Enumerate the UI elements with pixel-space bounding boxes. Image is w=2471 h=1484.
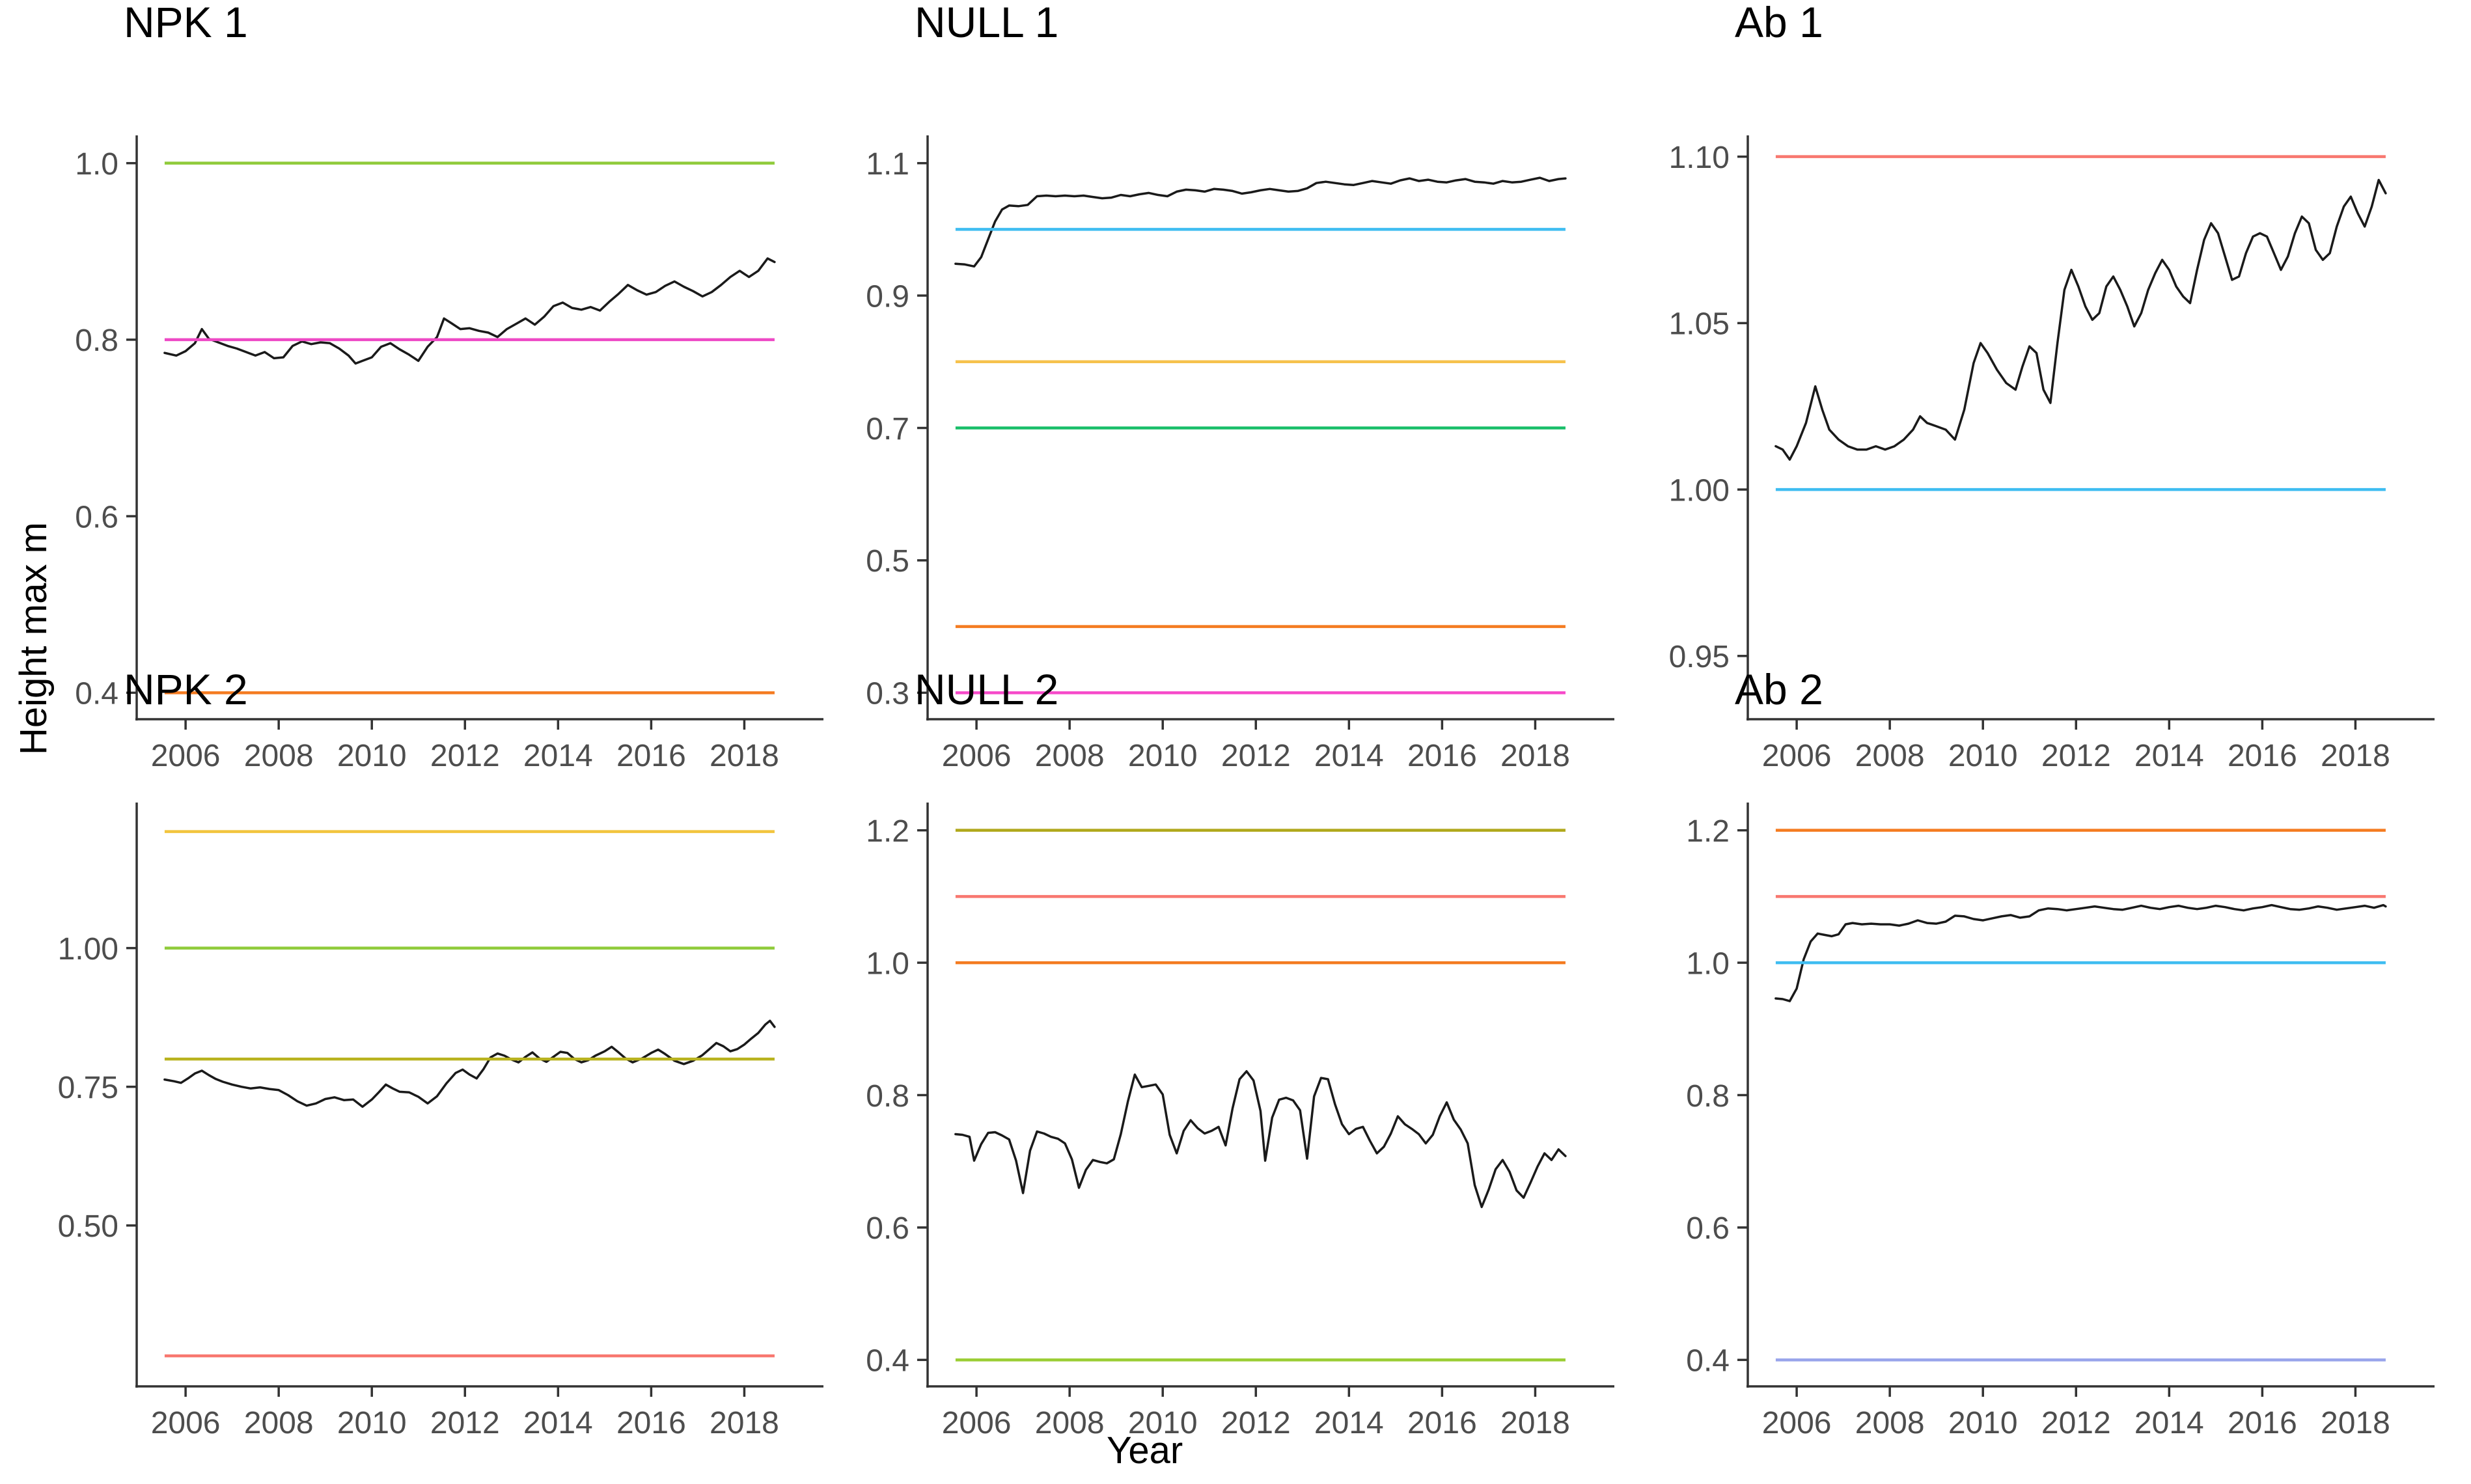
svg-text:0.6: 0.6 <box>866 1211 909 1246</box>
svg-text:1.2: 1.2 <box>1686 814 1730 849</box>
null-2-plot: 0.4 0.6 0.8 1.0 1.2 2006 2008 2010 2012 2014 2016 2… <box>866 803 1614 1440</box>
svg-text:2006: 2006 <box>942 739 1012 773</box>
svg-text:2010: 2010 <box>1948 1406 2018 1440</box>
x-axis-title: Year <box>1107 1429 1183 1472</box>
svg-text:2008: 2008 <box>1035 1406 1105 1440</box>
svg-text:2018: 2018 <box>2321 739 2390 773</box>
svg-text:2006: 2006 <box>1762 739 1832 773</box>
svg-text:0.6: 0.6 <box>75 500 118 534</box>
svg-text:0.8: 0.8 <box>866 1079 909 1114</box>
svg-text:2016: 2016 <box>616 1406 686 1440</box>
svg-text:0.4: 0.4 <box>1686 1344 1730 1379</box>
svg-text:0.95: 0.95 <box>1669 640 1730 674</box>
svg-text:2016: 2016 <box>2228 739 2297 773</box>
ab-2-plot: 0.4 0.6 0.8 1.0 1.2 2006 2008 2010 2012 2014 2016 2… <box>1686 803 2435 1440</box>
svg-text:2016: 2016 <box>1407 1406 1477 1440</box>
svg-text:0.7: 0.7 <box>866 412 909 447</box>
svg-text:2014: 2014 <box>1314 739 1384 773</box>
svg-text:2018: 2018 <box>2321 1406 2390 1440</box>
svg-text:2006: 2006 <box>151 739 221 773</box>
svg-text:1.1: 1.1 <box>866 147 909 182</box>
svg-text:2018: 2018 <box>1500 739 1570 773</box>
svg-text:2008: 2008 <box>244 1406 314 1440</box>
panel-npk-1: NPK 1 0.4 0.6 0.8 1.0 2006 2008 2010 2012 2014 20… <box>7 0 846 807</box>
svg-text:1.05: 1.05 <box>1669 307 1730 342</box>
svg-text:1.2: 1.2 <box>866 814 909 849</box>
svg-text:1.10: 1.10 <box>1669 141 1730 175</box>
panel-title-ab-1: Ab 1 <box>1735 0 1823 46</box>
panel-null-2: NULL 2 0.4 0.6 0.8 1.0 1.2 2006 2008 2010 2012 20… <box>797 665 1637 1474</box>
ab-1-plot: 0.95 1.00 1.05 1.10 2006 2008 2010 2012 2014 2016… <box>1669 135 2435 773</box>
panel-title-npk-2: NPK 2 <box>124 665 248 713</box>
svg-text:2008: 2008 <box>1855 1406 1925 1440</box>
svg-text:2012: 2012 <box>2041 1406 2111 1440</box>
svg-text:2014: 2014 <box>2134 739 2204 773</box>
svg-text:0.3: 0.3 <box>866 677 909 711</box>
svg-text:0.75: 0.75 <box>58 1071 118 1105</box>
npk-2-plot: 0.50 0.75 1.00 2006 2008 2010 2012 2014 2016 2018 <box>58 803 823 1440</box>
panel-ab-2: Ab 2 0.4 0.6 0.8 1.0 1.2 2006 2008 2010 2012 2014… <box>1618 665 2457 1474</box>
svg-text:2012: 2012 <box>1221 739 1291 773</box>
null-1-plot: 0.3 0.5 0.7 0.9 1.1 2006 2008 2010 2012 2014 2016 2… <box>866 135 1614 773</box>
svg-text:1.00: 1.00 <box>58 932 118 967</box>
panel-npk-2: NPK 2 0.50 0.75 1.00 2006 2008 2010 2012 2014 20… <box>7 665 846 1474</box>
svg-text:2016: 2016 <box>1407 739 1477 773</box>
panel-title-null-1: NULL 1 <box>915 0 1059 46</box>
panel-title-null-2: NULL 2 <box>915 665 1059 713</box>
panel-ab-1: Ab 1 0.95 1.00 1.05 1.10 2006 2008 2010 2012 201… <box>1618 0 2457 807</box>
svg-text:1.00: 1.00 <box>1669 473 1730 508</box>
panel-title-npk-1: NPK 1 <box>124 0 248 46</box>
svg-text:2014: 2014 <box>523 1406 593 1440</box>
svg-text:2010: 2010 <box>337 1406 407 1440</box>
svg-text:0.50: 0.50 <box>58 1209 118 1244</box>
svg-text:1.0: 1.0 <box>75 147 118 182</box>
svg-text:0.8: 0.8 <box>1686 1079 1730 1114</box>
svg-text:2008: 2008 <box>1035 739 1105 773</box>
svg-text:2014: 2014 <box>1314 1406 1384 1440</box>
panel-null-1: NULL 1 0.3 0.5 0.7 0.9 1.1 2006 2008 2010 2012 20… <box>797 0 1637 807</box>
npk-1-plot: 0.4 0.6 0.8 1.0 2006 2008 2010 2012 2014 2016 2018 <box>75 135 823 773</box>
svg-text:2008: 2008 <box>244 739 314 773</box>
svg-text:2006: 2006 <box>1762 1406 1832 1440</box>
svg-text:2014: 2014 <box>2134 1406 2204 1440</box>
svg-text:2016: 2016 <box>616 739 686 773</box>
svg-text:2018: 2018 <box>710 1406 779 1440</box>
svg-text:2012: 2012 <box>2041 739 2111 773</box>
svg-text:2018: 2018 <box>710 739 779 773</box>
svg-text:2016: 2016 <box>2228 1406 2297 1440</box>
svg-text:2010: 2010 <box>1128 1406 1198 1440</box>
svg-text:2010: 2010 <box>1948 739 2018 773</box>
svg-text:2010: 2010 <box>337 739 407 773</box>
svg-text:2008: 2008 <box>1855 739 1925 773</box>
svg-text:1.0: 1.0 <box>866 946 909 981</box>
svg-text:0.5: 0.5 <box>866 544 909 579</box>
panel-title-ab-2: Ab 2 <box>1735 665 1823 713</box>
svg-text:2018: 2018 <box>1500 1406 1570 1440</box>
svg-text:0.6: 0.6 <box>1686 1211 1730 1246</box>
svg-text:0.4: 0.4 <box>75 677 118 711</box>
svg-text:2014: 2014 <box>523 739 593 773</box>
svg-text:1.0: 1.0 <box>1686 946 1730 981</box>
svg-text:0.4: 0.4 <box>866 1344 909 1379</box>
svg-text:2006: 2006 <box>942 1406 1012 1440</box>
svg-text:2012: 2012 <box>430 1406 500 1440</box>
svg-text:2010: 2010 <box>1128 739 1198 773</box>
svg-text:2012: 2012 <box>430 739 500 773</box>
svg-text:2006: 2006 <box>151 1406 221 1440</box>
svg-text:0.8: 0.8 <box>75 323 118 358</box>
svg-text:0.9: 0.9 <box>866 279 909 314</box>
svg-text:2012: 2012 <box>1221 1406 1291 1440</box>
